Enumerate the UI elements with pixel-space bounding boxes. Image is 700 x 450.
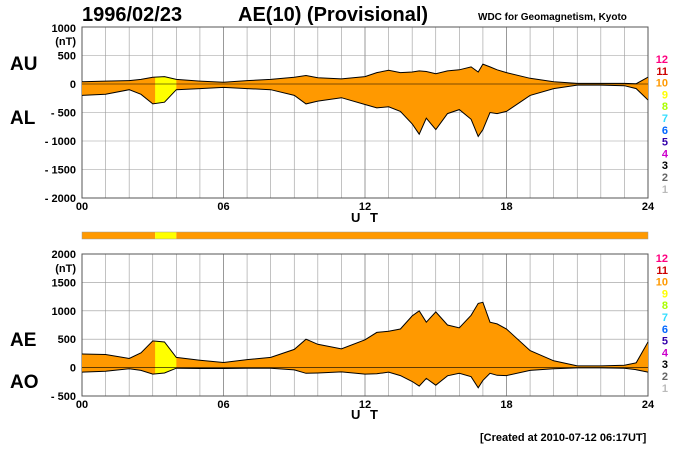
y-tick-label: - 1500 xyxy=(45,165,76,177)
x-tick-label: 00 xyxy=(76,399,88,411)
series-line-al xyxy=(81,84,649,138)
bottom-panel-yticks: 1500 1000 500 0 - 500 xyxy=(51,277,76,403)
bottom-panel-grid xyxy=(81,253,649,397)
ae-label: AE xyxy=(10,330,36,351)
created-timestamp: [Created at 2010-07-12 06:17UT] xyxy=(480,432,647,444)
station-key-number: 6 xyxy=(662,125,668,137)
y-tick-label: 500 xyxy=(58,334,76,346)
series-line-au xyxy=(81,63,649,85)
chart-title: AE(10) (Provisional) xyxy=(238,4,429,26)
bottom-xlabel: U T xyxy=(351,407,381,422)
station-key-number: 5 xyxy=(662,137,668,149)
au-label: AU xyxy=(10,54,37,75)
station-key-number: 4 xyxy=(662,347,669,359)
x-tick-label: 06 xyxy=(217,399,229,411)
al-label: AL xyxy=(10,108,36,129)
y-tick-label: - 1000 xyxy=(45,136,76,148)
strip-frame xyxy=(81,231,649,240)
x-tick-label: 18 xyxy=(500,399,512,411)
x-tick-label: 12 xyxy=(359,201,371,213)
station-key-number: 12 xyxy=(656,253,668,265)
station-key-number: 8 xyxy=(662,101,668,113)
station-key-number: 1 xyxy=(662,184,668,196)
strip-segment xyxy=(82,232,156,239)
station-key-number: 9 xyxy=(662,89,668,101)
strip-segment xyxy=(155,232,177,239)
y-tick-label: - 500 xyxy=(51,391,76,403)
x-tick-label: 12 xyxy=(359,399,371,411)
x-tick-label: 06 xyxy=(217,201,229,213)
y-tick-label: 0 xyxy=(70,363,76,375)
x-tick-label: 18 xyxy=(500,201,512,213)
strip-segment xyxy=(176,232,649,239)
y-tick-label: - 2000 xyxy=(45,193,76,205)
y-tick-label: - 500 xyxy=(51,108,76,120)
index-strip xyxy=(81,231,649,240)
bottom-ylabel-unit: (nT) xyxy=(55,263,76,275)
station-key-number: 2 xyxy=(662,172,668,184)
plot-frame xyxy=(81,253,649,397)
plot-frame xyxy=(81,26,649,199)
station-key-number: 2 xyxy=(662,371,668,383)
y-tick-label: 1500 xyxy=(52,277,76,289)
y-tick-label: 1000 xyxy=(52,306,76,318)
x-tick-label: 00 xyxy=(76,201,88,213)
station-key-number: 8 xyxy=(662,300,668,312)
top-panel-yticks: 500 0 - 500 - 1000 - 1500 - 2000 xyxy=(45,51,76,206)
y-tick-label: 0 xyxy=(70,79,76,91)
top-ylabel-unit: (nT) xyxy=(55,36,76,48)
series-line-ao xyxy=(81,367,649,389)
station-key-number: 9 xyxy=(662,288,668,300)
station-key-number: 6 xyxy=(662,324,668,336)
organization-label: WDC for Geomagnetism, Kyoto xyxy=(478,12,627,23)
station-key-number: 7 xyxy=(662,113,668,125)
station-key-number: 10 xyxy=(656,277,668,289)
station-key-number: 10 xyxy=(656,78,668,90)
x-tick-label: 24 xyxy=(642,399,655,411)
top-ytick-1000: 1000 xyxy=(52,23,76,35)
station-key-number: 5 xyxy=(662,336,668,348)
station-key-number: 4 xyxy=(662,148,669,160)
y-tick-label: 500 xyxy=(58,51,76,63)
chart-date: 1996/02/23 xyxy=(82,4,183,26)
bottom-ytick-2000: 2000 xyxy=(52,249,76,261)
x-tick-label: 24 xyxy=(642,201,655,213)
envelope-fill xyxy=(82,302,648,388)
station-key-number: 3 xyxy=(662,359,668,371)
station-key-number: 12 xyxy=(656,54,668,66)
top-xlabel: U T xyxy=(351,210,381,225)
station-key-number: 11 xyxy=(656,265,668,277)
ao-label: AO xyxy=(10,372,39,393)
series-line-ae xyxy=(81,301,649,367)
station-key-number: 3 xyxy=(662,160,668,172)
station-key-number: 1 xyxy=(662,383,668,395)
bottom-panel-xticks: 00 06 12 18 24 xyxy=(76,399,655,411)
top-panel-xticks: 00 06 12 18 24 xyxy=(76,201,655,213)
station-key-number: 11 xyxy=(656,66,668,78)
top-panel-grid xyxy=(81,26,649,199)
station-key-number: 7 xyxy=(662,312,668,324)
highlight-interval xyxy=(155,302,177,388)
envelope-fill xyxy=(82,64,648,137)
